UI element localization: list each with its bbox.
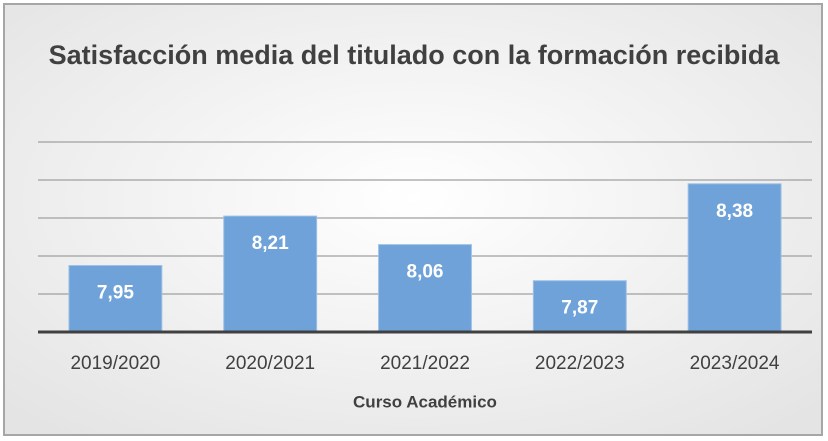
chart-background xyxy=(3,3,823,436)
x-axis-title: Curso Académico xyxy=(353,392,497,411)
bar xyxy=(223,215,318,333)
x-tick-label: 2021/2022 xyxy=(380,353,470,374)
data-label: 8,06 xyxy=(407,262,444,283)
bar xyxy=(68,265,163,333)
x-tick-label: 2022/2023 xyxy=(535,353,625,374)
x-tick-label: 2020/2021 xyxy=(225,353,315,374)
chart-title: Satisfacción media del titulado con la f… xyxy=(48,40,780,70)
bar xyxy=(687,183,782,333)
x-tick-label: 2023/2024 xyxy=(690,353,780,374)
data-label: 8,38 xyxy=(716,201,753,222)
data-label: 8,21 xyxy=(252,233,289,254)
data-label: 7,95 xyxy=(97,283,134,304)
bar xyxy=(378,244,472,333)
x-tick-label: 2019/2020 xyxy=(70,353,160,374)
data-label: 7,87 xyxy=(561,298,598,319)
